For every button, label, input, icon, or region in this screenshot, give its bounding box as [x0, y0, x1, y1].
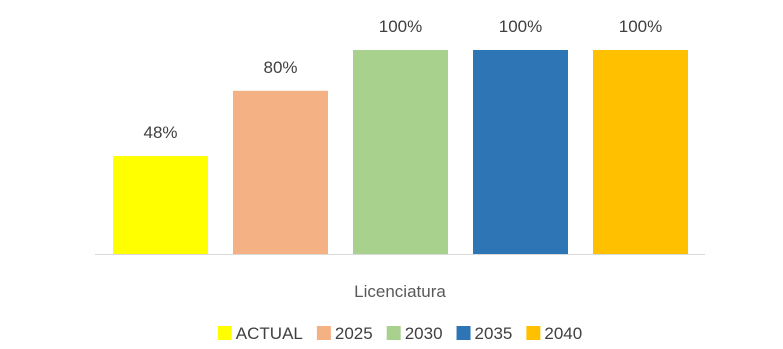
legend-swatch-actual	[217, 326, 232, 340]
bar-2035	[473, 50, 568, 254]
legend-item-actual: ACTUAL	[217, 324, 303, 343]
bar-actual	[113, 156, 208, 254]
data-label-2040: 100%	[619, 17, 662, 36]
legend-swatch-2035	[456, 326, 471, 340]
legend-label-2035: 2035	[475, 324, 513, 343]
legend-item-2035: 2035	[456, 324, 513, 343]
legend-label-2025: 2025	[335, 324, 373, 343]
bar-2040	[593, 50, 688, 254]
legend-label-2030: 2030	[405, 324, 443, 343]
legend-item-2025: 2025	[316, 324, 373, 343]
legend-swatch-2040	[526, 326, 541, 340]
bar-2025	[233, 90, 328, 254]
data-label-2030: 100%	[379, 17, 422, 36]
legend-label-actual: ACTUAL	[236, 324, 303, 343]
legend-label-2040: 2040	[544, 324, 582, 343]
data-labels-group: 48% 80% 100% 100% 100%	[143, 17, 662, 142]
bars-group	[113, 50, 688, 254]
legend-swatch-2030	[386, 326, 401, 340]
legend-swatch-2025	[316, 326, 331, 340]
data-label-actual: 48%	[143, 123, 177, 142]
category-label: Licenciatura	[354, 282, 446, 301]
data-label-2025: 80%	[263, 58, 297, 77]
legend-item-2030: 2030	[386, 324, 443, 343]
bar-2030	[353, 50, 448, 254]
legend-item-2040: 2040	[526, 324, 582, 343]
data-label-2035: 100%	[499, 17, 542, 36]
legend: ACTUAL 2025 2030 2035 2040	[217, 324, 582, 343]
